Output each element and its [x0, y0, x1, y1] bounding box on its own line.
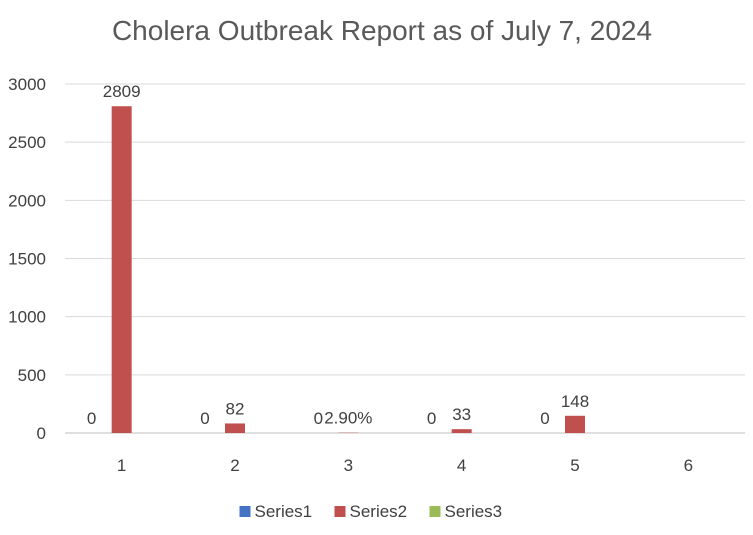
y-tick-label: 500 — [18, 366, 46, 385]
legend: Series1 Series2 Series3 — [239, 502, 503, 521]
bar-series2 — [451, 429, 472, 433]
bar-series2 — [565, 415, 585, 433]
data-label: 0 — [314, 409, 323, 428]
bar-series2 — [111, 106, 132, 433]
data-label: 0 — [427, 409, 436, 428]
x-tick-label: 5 — [570, 456, 579, 475]
x-tick-label: 2 — [230, 456, 239, 475]
legend-swatch — [429, 506, 441, 517]
legend-label: Series1 — [255, 502, 313, 521]
x-tick-label: 4 — [457, 456, 466, 475]
y-tick-label: 2000 — [8, 191, 46, 210]
data-label: 0 — [540, 409, 549, 428]
chart-title: Cholera Outbreak Report as of July 7, 20… — [112, 15, 652, 46]
y-tick-label: 3000 — [8, 75, 46, 94]
x-tick-label: 1 — [117, 456, 126, 475]
data-label: 2809 — [103, 82, 141, 101]
y-axis-tick-labels: 0 500 1000 1500 2000 2500 3000 — [8, 75, 46, 443]
legend-swatch — [334, 506, 346, 517]
data-label: 0 — [87, 409, 96, 428]
data-label: 2.90% — [324, 409, 372, 428]
bars — [111, 106, 585, 433]
x-axis-tick-labels: 1 2 3 4 5 6 — [117, 456, 693, 475]
x-tick-label: 6 — [684, 456, 693, 475]
y-tick-label: 1000 — [8, 308, 46, 327]
x-tick-label: 3 — [344, 456, 353, 475]
gridlines — [65, 83, 745, 434]
legend-label: Series2 — [350, 502, 408, 521]
data-label: 33 — [452, 405, 471, 424]
data-labels: 0 0 0 0 0 2809 82 2.90% 33 148 — [87, 82, 589, 428]
legend-label: Series3 — [445, 502, 503, 521]
y-tick-label: 2500 — [8, 133, 46, 152]
data-label: 148 — [561, 392, 589, 411]
data-label: 82 — [226, 399, 245, 418]
y-tick-label: 0 — [37, 424, 46, 443]
legend-swatch — [239, 506, 251, 517]
bar-series2 — [225, 423, 245, 433]
y-tick-label: 1500 — [8, 250, 46, 269]
data-label: 0 — [200, 409, 209, 428]
